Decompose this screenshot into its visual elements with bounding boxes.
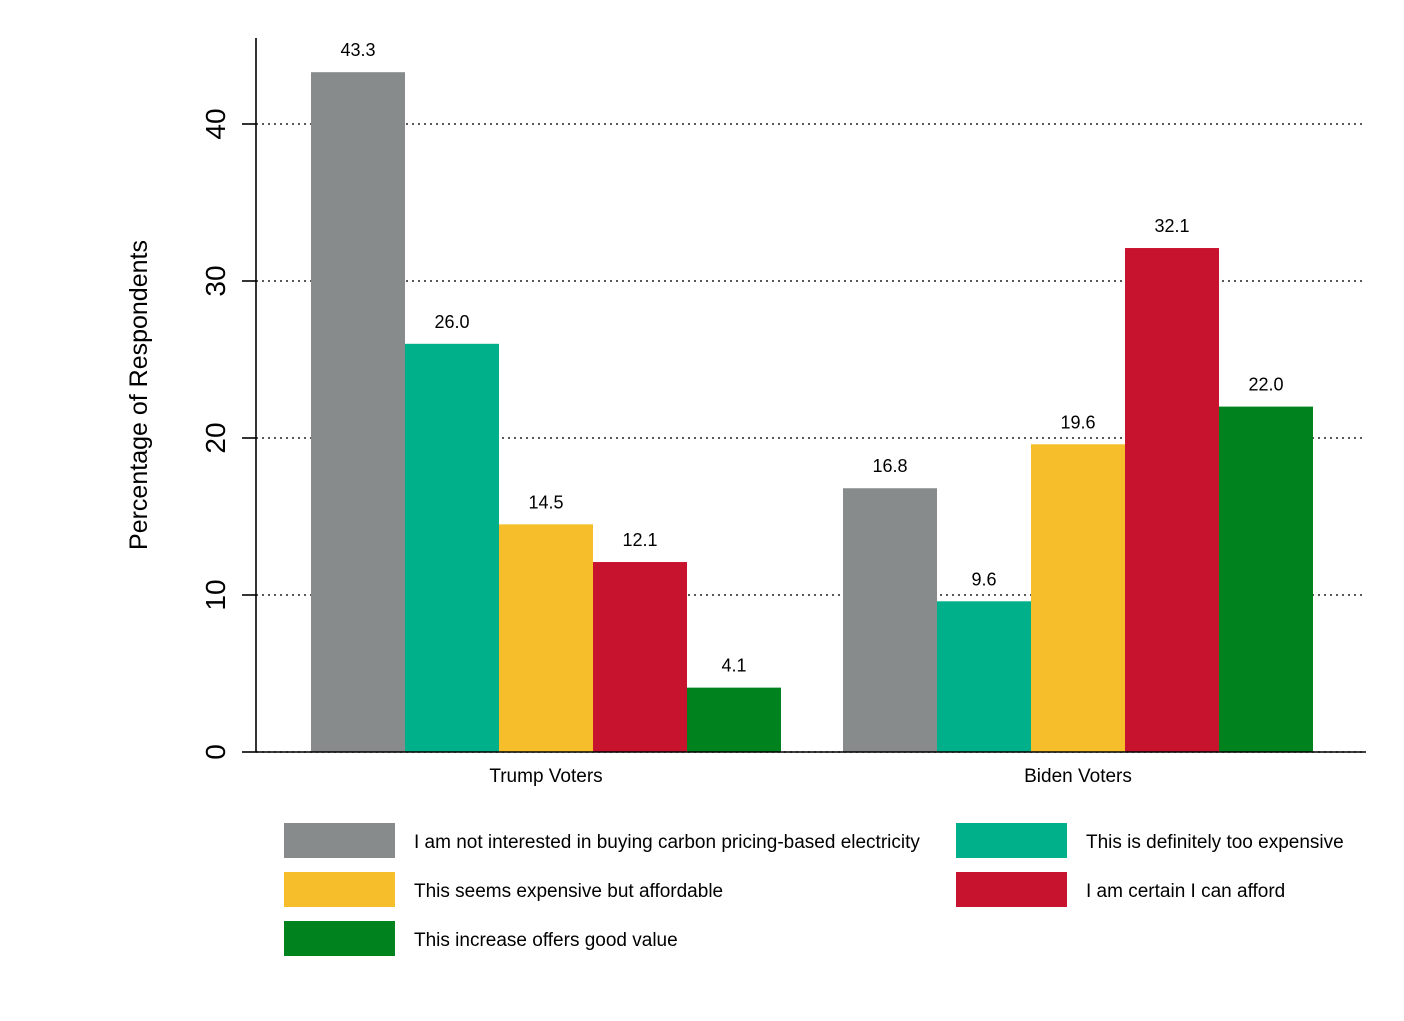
data-label: 32.1 [1154,216,1189,236]
legend-label: I am certain I can afford [1086,881,1285,902]
legend-item: This is definitely too expensive [956,823,1344,858]
axes [255,38,1366,753]
legend-swatch [284,872,395,907]
x-axis-ticks: Trump Voters Biden Voters [489,766,1132,787]
bar [311,72,405,752]
legend-label: This seems expensive but affordable [414,881,723,902]
legend-label: This increase offers good value [414,930,678,951]
data-label: 4.1 [721,656,746,676]
legend-swatch [284,921,395,956]
y-axis-title: Percentage of Respondents [125,240,153,550]
bar [687,687,781,752]
y-tick-label: 0 [200,744,231,760]
legend-swatch [284,823,395,858]
bar [593,562,687,752]
x-tick-label: Biden Voters [1024,766,1132,787]
bar [499,524,593,752]
y-axis-ticks: 0 10 20 30 40 [200,108,256,760]
legend-label: This is definitely too expensive [1086,832,1344,853]
y-tick-label: 10 [200,579,231,610]
legend-label: I am not interested in buying carbon pri… [414,832,920,853]
bar [1125,248,1219,752]
data-label: 43.3 [340,40,375,60]
y-tick-label: 30 [200,265,231,296]
data-label: 22.0 [1248,375,1283,395]
bar [937,601,1031,752]
legend: I am not interested in buying carbon pri… [284,823,1344,956]
legend-swatch [956,872,1067,907]
data-labels: 43.3 16.8 26.0 9.6 14.5 19.6 12.1 32.1 4.1 22.0 [340,40,1283,675]
legend-swatch [956,823,1067,858]
data-label: 16.8 [872,456,907,476]
bars [311,72,1313,752]
bar [1031,444,1125,752]
legend-item: I am not interested in buying carbon pri… [284,823,920,858]
data-label: 19.6 [1060,412,1095,432]
x-tick-label: Trump Voters [489,766,602,787]
y-tick-label: 40 [200,108,231,139]
y-tick-label: 20 [200,422,231,453]
data-label: 12.1 [622,530,657,550]
legend-item: This seems expensive but affordable [284,872,723,907]
data-label: 9.6 [971,569,996,589]
bar [843,488,937,752]
data-label: 14.5 [528,492,563,512]
data-label: 26.0 [434,312,469,332]
bar [405,343,499,752]
legend-item: This increase offers good value [284,921,678,956]
bar [1219,406,1313,752]
legend-item: I am certain I can afford [956,872,1285,907]
